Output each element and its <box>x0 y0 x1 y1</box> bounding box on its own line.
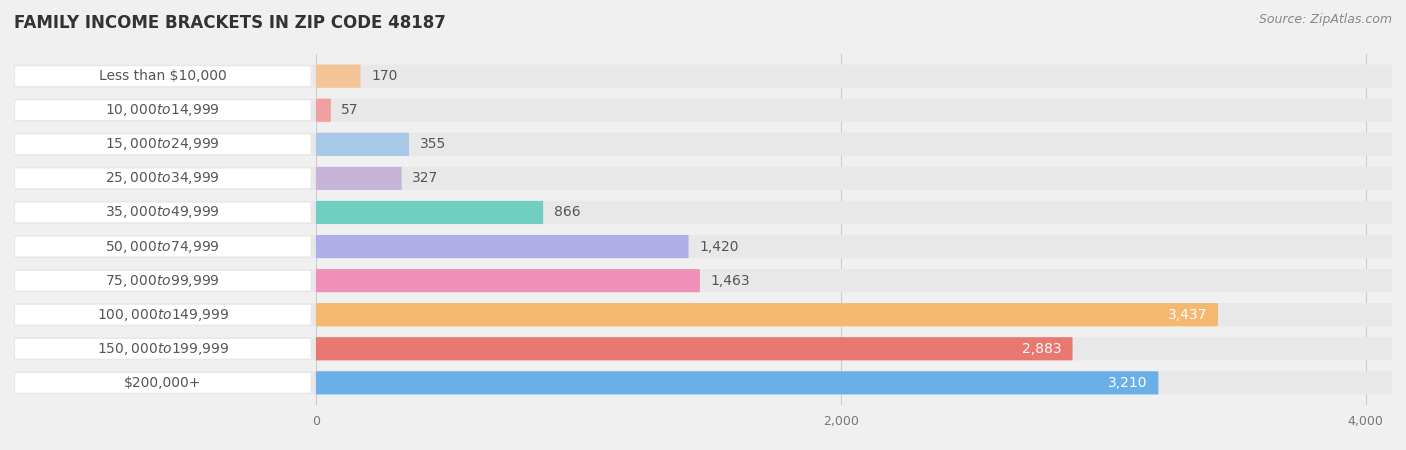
Text: 327: 327 <box>412 171 439 185</box>
FancyBboxPatch shape <box>316 235 689 258</box>
FancyBboxPatch shape <box>316 167 402 190</box>
Text: $150,000 to $199,999: $150,000 to $199,999 <box>97 341 229 357</box>
FancyBboxPatch shape <box>14 201 1392 224</box>
Text: $100,000 to $149,999: $100,000 to $149,999 <box>97 307 229 323</box>
FancyBboxPatch shape <box>316 303 1218 326</box>
FancyBboxPatch shape <box>15 305 311 324</box>
FancyBboxPatch shape <box>14 167 1392 190</box>
Text: 355: 355 <box>419 137 446 151</box>
Text: 3,437: 3,437 <box>1168 308 1208 322</box>
FancyBboxPatch shape <box>14 269 1392 292</box>
Text: $200,000+: $200,000+ <box>124 376 201 390</box>
FancyBboxPatch shape <box>316 64 360 88</box>
Text: 170: 170 <box>371 69 398 83</box>
FancyBboxPatch shape <box>14 64 1392 88</box>
Text: FAMILY INCOME BRACKETS IN ZIP CODE 48187: FAMILY INCOME BRACKETS IN ZIP CODE 48187 <box>14 14 446 32</box>
Text: 3,210: 3,210 <box>1108 376 1147 390</box>
FancyBboxPatch shape <box>316 337 1073 360</box>
FancyBboxPatch shape <box>14 99 1392 122</box>
Text: $25,000 to $34,999: $25,000 to $34,999 <box>105 171 221 186</box>
FancyBboxPatch shape <box>14 303 1392 326</box>
FancyBboxPatch shape <box>15 100 311 120</box>
FancyBboxPatch shape <box>316 201 543 224</box>
FancyBboxPatch shape <box>14 235 1392 258</box>
FancyBboxPatch shape <box>14 371 1392 395</box>
FancyBboxPatch shape <box>316 99 330 122</box>
FancyBboxPatch shape <box>15 339 311 359</box>
Text: $75,000 to $99,999: $75,000 to $99,999 <box>105 273 221 288</box>
FancyBboxPatch shape <box>15 271 311 290</box>
Text: 866: 866 <box>554 206 581 220</box>
Text: 2,883: 2,883 <box>1022 342 1062 356</box>
FancyBboxPatch shape <box>316 269 700 292</box>
FancyBboxPatch shape <box>15 135 311 154</box>
Text: Less than $10,000: Less than $10,000 <box>98 69 226 83</box>
FancyBboxPatch shape <box>15 169 311 188</box>
Text: $35,000 to $49,999: $35,000 to $49,999 <box>105 204 221 220</box>
FancyBboxPatch shape <box>15 66 311 86</box>
FancyBboxPatch shape <box>15 202 311 222</box>
Text: $10,000 to $14,999: $10,000 to $14,999 <box>105 102 221 118</box>
Text: 57: 57 <box>342 103 359 117</box>
FancyBboxPatch shape <box>15 373 311 393</box>
FancyBboxPatch shape <box>14 133 1392 156</box>
FancyBboxPatch shape <box>316 371 1159 395</box>
Text: Source: ZipAtlas.com: Source: ZipAtlas.com <box>1258 14 1392 27</box>
FancyBboxPatch shape <box>316 133 409 156</box>
FancyBboxPatch shape <box>15 237 311 256</box>
FancyBboxPatch shape <box>14 337 1392 360</box>
Text: 1,420: 1,420 <box>699 239 738 253</box>
Text: 1,463: 1,463 <box>710 274 749 288</box>
Text: $15,000 to $24,999: $15,000 to $24,999 <box>105 136 221 152</box>
Text: $50,000 to $74,999: $50,000 to $74,999 <box>105 238 221 255</box>
